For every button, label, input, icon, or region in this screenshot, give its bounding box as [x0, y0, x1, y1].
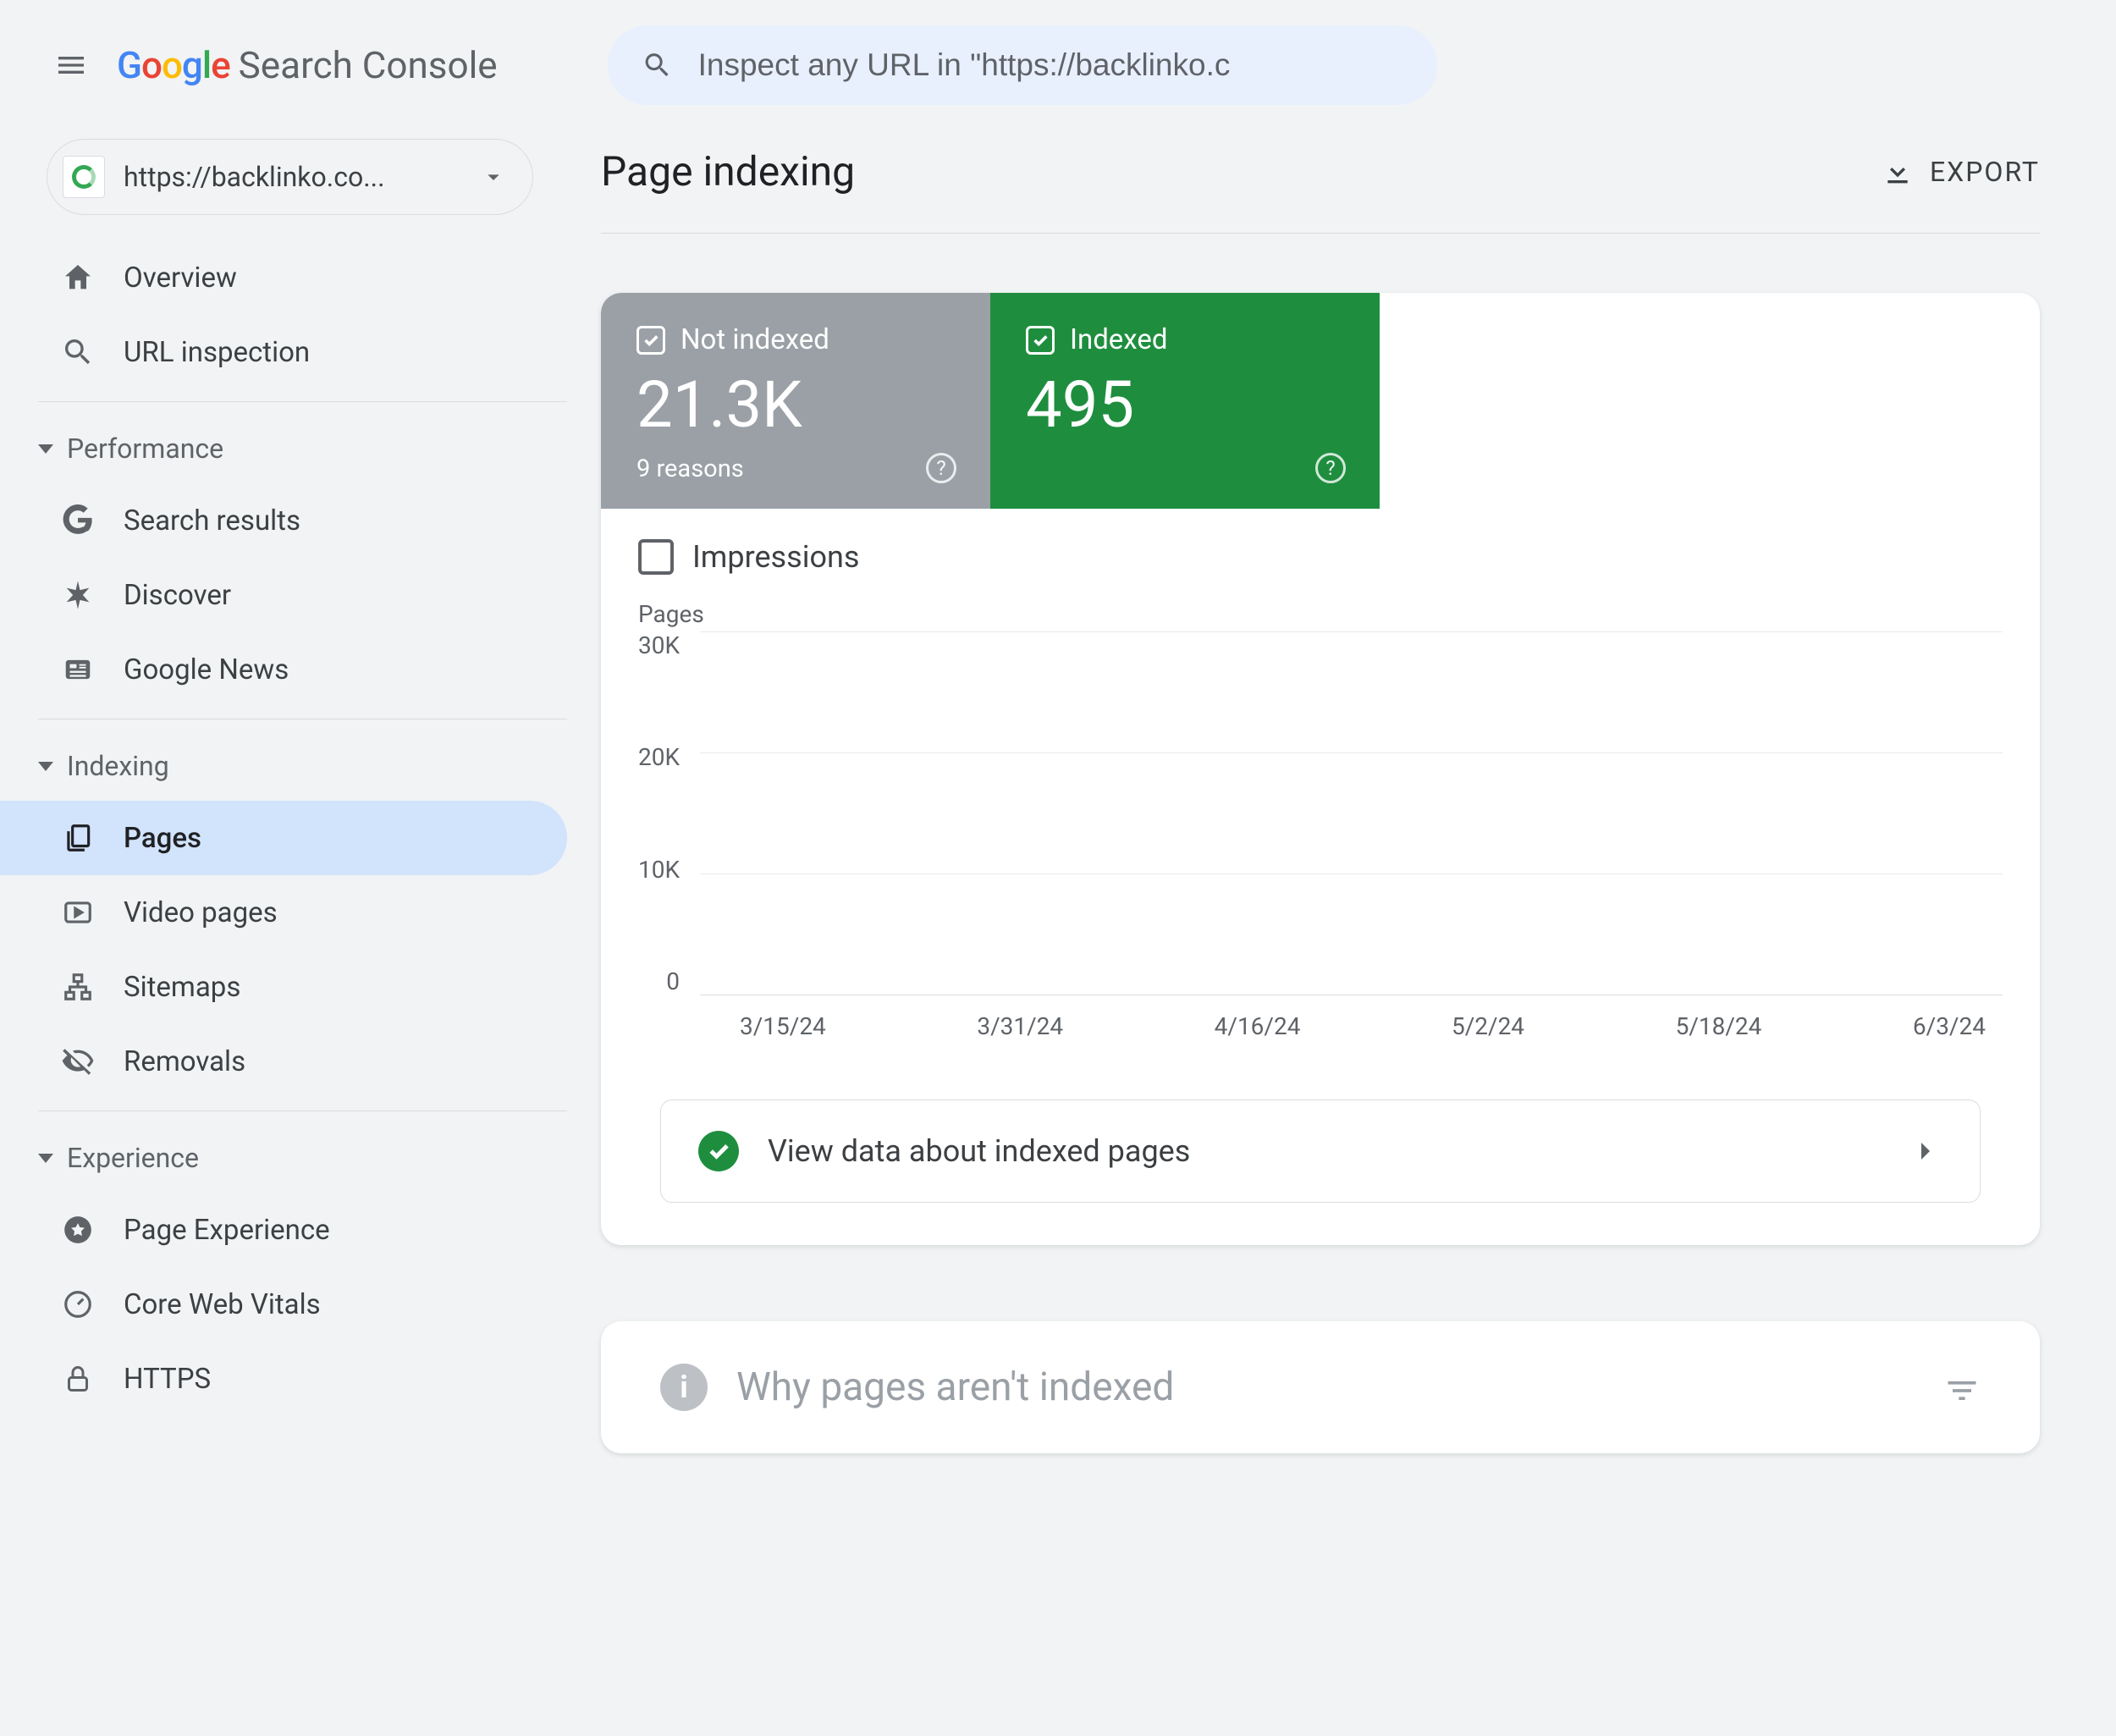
property-favicon	[63, 156, 105, 198]
impressions-label: Impressions	[692, 539, 859, 575]
sidebar-item-overview[interactable]: Overview	[0, 240, 567, 315]
stat-value: 495	[1026, 366, 1344, 443]
view-link-label: View data about indexed pages	[768, 1133, 1190, 1169]
indexing-chart: Pages 30K20K10K0 3/15/243/31/244/16/245/…	[601, 583, 2040, 1074]
sidebar-item-label: Overview	[124, 262, 237, 295]
sidebar-item-label: Google News	[124, 653, 289, 686]
sidebar-item-url-inspection[interactable]: URL inspection	[0, 315, 567, 389]
collapse-icon	[38, 762, 53, 771]
video-icon	[62, 896, 94, 929]
url-inspect-search[interactable]	[608, 25, 1437, 105]
sidebar-item-label: URL inspection	[124, 336, 310, 369]
property-selector[interactable]: https://backlinko.co...	[47, 139, 533, 215]
stat-not-indexed[interactable]: Not indexed 21.3K 9 reasons ?	[601, 293, 990, 509]
filter-icon[interactable]	[1943, 1372, 1981, 1409]
sidebar-item-label: Video pages	[124, 896, 278, 929]
checkbox-checked-icon	[636, 326, 665, 355]
stat-indexed[interactable]: Indexed 495 ?	[990, 293, 1380, 509]
lock-icon	[63, 1364, 93, 1394]
speedometer-icon	[62, 1288, 94, 1320]
view-indexed-pages-link[interactable]: View data about indexed pages	[660, 1099, 1981, 1203]
stat-sub: 9 reasons	[636, 455, 955, 483]
export-button[interactable]: EXPORT	[1881, 155, 2040, 189]
page-title: Page indexing	[601, 147, 855, 196]
search-icon	[642, 48, 673, 82]
stat-value: 21.3K	[636, 366, 955, 443]
sidebar-item-label: Pages	[124, 822, 201, 855]
sidebar: https://backlinko.co... Overview URL ins…	[0, 130, 592, 1453]
chart-ylabel: Pages	[638, 600, 2003, 628]
sidebar-item-google-news[interactable]: Google News	[0, 632, 567, 707]
collapse-icon	[38, 444, 53, 454]
sidebar-item-removals[interactable]: Removals	[0, 1024, 567, 1099]
product-name: Search Console	[239, 43, 498, 87]
menu-icon	[54, 48, 88, 82]
sidebar-item-core-web-vitals[interactable]: Core Web Vitals	[0, 1267, 567, 1342]
export-label: EXPORT	[1930, 156, 2040, 188]
chevron-right-icon	[1909, 1134, 1942, 1168]
collapse-icon	[38, 1154, 53, 1163]
impressions-checkbox[interactable]	[638, 539, 674, 575]
download-icon	[1881, 155, 1915, 189]
sidebar-item-https[interactable]: HTTPS	[0, 1342, 567, 1416]
pages-icon	[62, 822, 94, 854]
sitemap-icon	[62, 971, 94, 1003]
sidebar-item-page-experience[interactable]: Page Experience	[0, 1193, 567, 1267]
eye-off-icon	[61, 1044, 95, 1078]
circle-star-icon	[62, 1214, 94, 1246]
home-icon	[61, 261, 95, 295]
google-logo-text: Google	[117, 43, 230, 87]
why-section-title: Why pages aren't indexed	[736, 1364, 1174, 1410]
check-circle-icon	[698, 1131, 739, 1171]
help-icon[interactable]: ?	[926, 453, 956, 483]
sidebar-item-discover[interactable]: Discover	[0, 558, 567, 632]
info-icon: i	[660, 1364, 708, 1411]
chevron-down-icon	[480, 163, 507, 190]
sidebar-item-pages[interactable]: Pages	[0, 801, 567, 875]
indexing-summary-card: Not indexed 21.3K 9 reasons ? Indexed 49…	[601, 293, 2040, 1245]
search-input[interactable]	[698, 47, 1403, 83]
nav-group-performance[interactable]: Performance	[0, 414, 567, 483]
sidebar-item-sitemaps[interactable]: Sitemaps	[0, 950, 567, 1024]
product-logo: Google Search Console	[117, 43, 498, 87]
sidebar-item-label: Search results	[124, 504, 300, 537]
stat-label: Not indexed	[681, 323, 829, 356]
sidebar-item-label: Core Web Vitals	[124, 1288, 321, 1321]
sidebar-item-label: HTTPS	[124, 1363, 211, 1396]
sidebar-item-label: Removals	[124, 1045, 245, 1078]
google-g-icon	[62, 504, 94, 537]
chart-yaxis: 30K20K10K0	[638, 631, 680, 995]
property-url: https://backlinko.co...	[124, 161, 461, 193]
asterisk-icon	[61, 578, 95, 612]
sidebar-item-label: Sitemaps	[124, 971, 240, 1004]
chart-xaxis: 3/15/243/31/244/16/245/2/245/18/246/3/24	[740, 995, 1986, 1066]
sidebar-item-label: Discover	[124, 579, 231, 612]
nav-group-experience[interactable]: Experience	[0, 1123, 567, 1193]
help-icon[interactable]: ?	[1315, 453, 1346, 483]
chart-plot	[700, 631, 2003, 995]
sidebar-item-label: Page Experience	[124, 1214, 330, 1247]
sidebar-item-search-results[interactable]: Search results	[0, 483, 567, 558]
sidebar-item-video-pages[interactable]: Video pages	[0, 875, 567, 950]
news-icon	[62, 653, 94, 686]
nav-group-indexing[interactable]: Indexing	[0, 731, 567, 801]
checkbox-checked-icon	[1026, 326, 1055, 355]
hamburger-menu-button[interactable]	[51, 45, 91, 85]
main-content: Page indexing EXPORT Not indexed 21.3K 9…	[592, 130, 2116, 1453]
stat-label: Indexed	[1070, 323, 1167, 356]
search-icon	[61, 335, 95, 369]
why-not-indexed-card: i Why pages aren't indexed	[601, 1321, 2040, 1453]
